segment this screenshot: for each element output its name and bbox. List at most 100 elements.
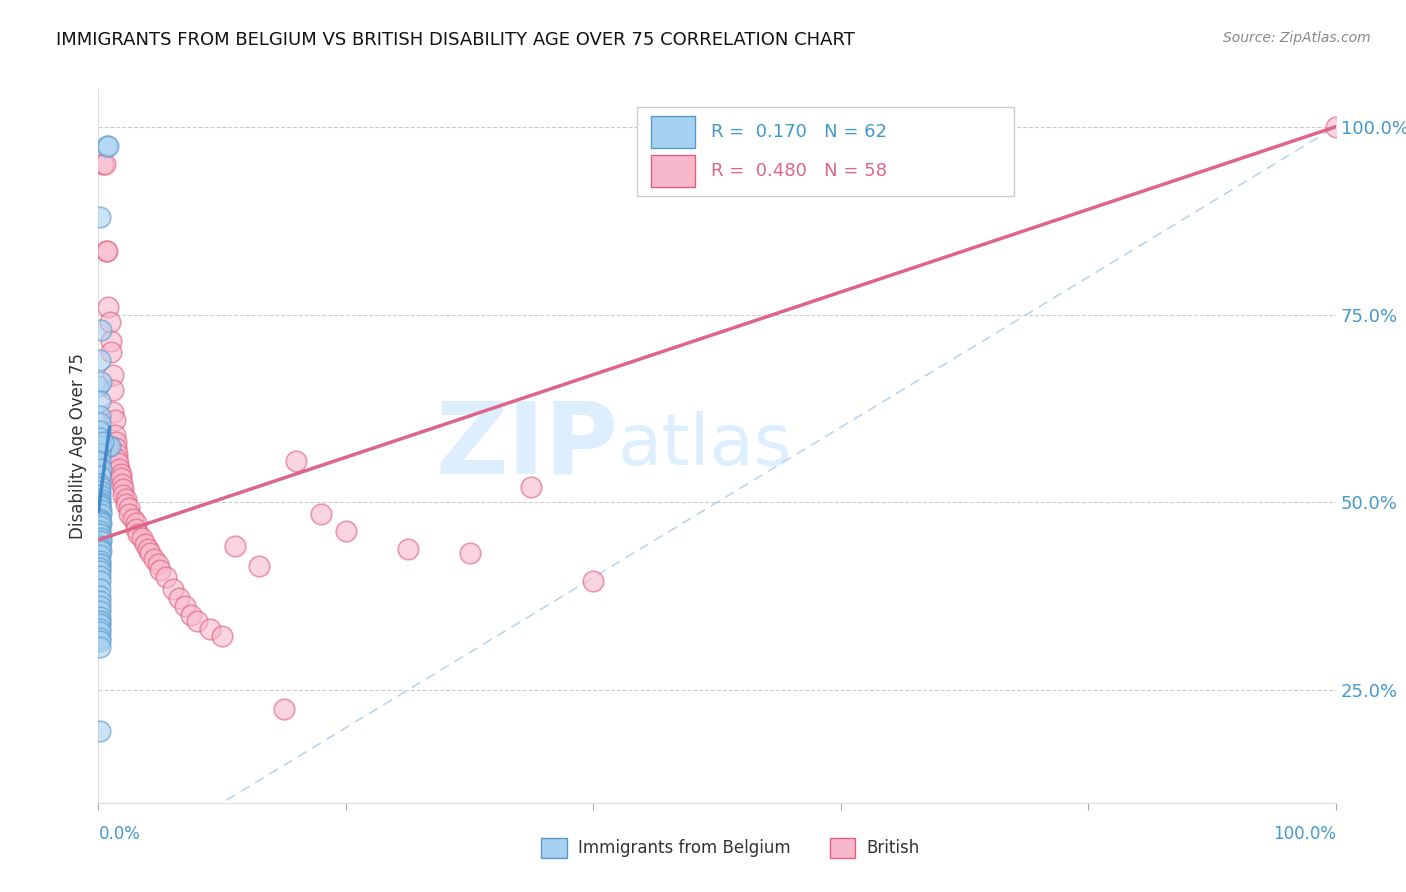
Point — [89, 561, 111, 575]
Point — [89, 424, 111, 438]
Point — [89, 409, 111, 423]
Point — [93, 435, 115, 450]
Point — [89, 524, 111, 538]
Point — [124, 522, 146, 536]
Point — [107, 456, 129, 470]
Point — [89, 565, 111, 579]
Point — [89, 640, 111, 654]
Point — [90, 375, 112, 389]
Y-axis label: Disability Age Over 75: Disability Age Over 75 — [69, 353, 87, 539]
Point — [139, 546, 162, 560]
Point — [90, 461, 112, 475]
Point — [198, 622, 221, 636]
Point — [211, 629, 233, 643]
Point — [93, 157, 115, 171]
Point — [149, 563, 172, 577]
Point — [335, 524, 357, 538]
Point — [90, 544, 112, 558]
Point — [90, 507, 112, 521]
Point — [89, 469, 111, 483]
Point — [89, 352, 111, 367]
Text: R =  0.480   N = 58: R = 0.480 N = 58 — [711, 162, 887, 180]
Point — [1324, 120, 1347, 134]
Point — [89, 480, 111, 494]
Point — [90, 516, 112, 531]
Point — [90, 322, 112, 336]
Point — [89, 724, 111, 739]
Point — [155, 570, 177, 584]
Point — [90, 532, 112, 546]
Point — [114, 497, 136, 511]
Point — [167, 591, 190, 606]
Point — [98, 439, 121, 453]
Point — [89, 417, 111, 431]
Point — [100, 345, 122, 359]
Point — [89, 589, 111, 603]
Bar — [651, 155, 695, 187]
Point — [89, 604, 111, 618]
Point — [89, 488, 111, 502]
Point — [89, 622, 111, 636]
Point — [118, 501, 141, 516]
Point — [520, 480, 543, 494]
Point — [124, 516, 146, 531]
Point — [89, 624, 111, 639]
Point — [162, 582, 184, 596]
Point — [146, 557, 169, 571]
FancyBboxPatch shape — [637, 107, 1014, 196]
Point — [90, 503, 112, 517]
Point — [96, 244, 118, 258]
Point — [89, 599, 111, 613]
Point — [94, 244, 117, 258]
Point — [110, 471, 132, 485]
Point — [122, 512, 145, 526]
Point — [111, 476, 134, 491]
Text: Immigrants from Belgium: Immigrants from Belgium — [578, 839, 790, 857]
Point — [100, 334, 122, 348]
Point — [97, 300, 120, 314]
Point — [89, 512, 111, 526]
Point — [396, 541, 419, 556]
Point — [87, 379, 110, 393]
Point — [89, 557, 111, 571]
Text: Source: ZipAtlas.com: Source: ZipAtlas.com — [1223, 31, 1371, 45]
Point — [90, 534, 112, 549]
Point — [103, 413, 125, 427]
Point — [89, 476, 111, 491]
Point — [89, 541, 111, 556]
Point — [89, 499, 111, 513]
Point — [89, 446, 111, 460]
Point — [89, 554, 111, 568]
Point — [143, 551, 166, 566]
Point — [134, 536, 156, 550]
Point — [89, 614, 111, 628]
Point — [127, 527, 149, 541]
Point — [89, 514, 111, 528]
Point — [112, 482, 135, 496]
Text: 0.0%: 0.0% — [98, 825, 141, 843]
Point — [93, 157, 115, 171]
Point — [89, 484, 111, 499]
Point — [97, 439, 120, 453]
Point — [180, 607, 202, 622]
Point — [112, 488, 135, 502]
Point — [89, 454, 111, 468]
Text: IMMIGRANTS FROM BELGIUM VS BRITISH DISABILITY AGE OVER 75 CORRELATION CHART: IMMIGRANTS FROM BELGIUM VS BRITISH DISAB… — [56, 31, 855, 49]
Point — [104, 442, 127, 456]
Point — [285, 454, 308, 468]
Point — [273, 702, 295, 716]
Point — [98, 315, 121, 329]
Point — [90, 439, 112, 453]
Point — [89, 569, 111, 583]
Point — [104, 435, 127, 450]
Text: atlas: atlas — [619, 411, 793, 481]
Point — [89, 609, 111, 624]
Text: British: British — [866, 839, 920, 857]
Point — [89, 634, 111, 648]
Point — [89, 582, 111, 596]
Point — [118, 507, 141, 521]
Point — [186, 614, 208, 628]
Text: 100.0%: 100.0% — [1272, 825, 1336, 843]
Point — [89, 210, 111, 224]
Point — [89, 631, 111, 645]
